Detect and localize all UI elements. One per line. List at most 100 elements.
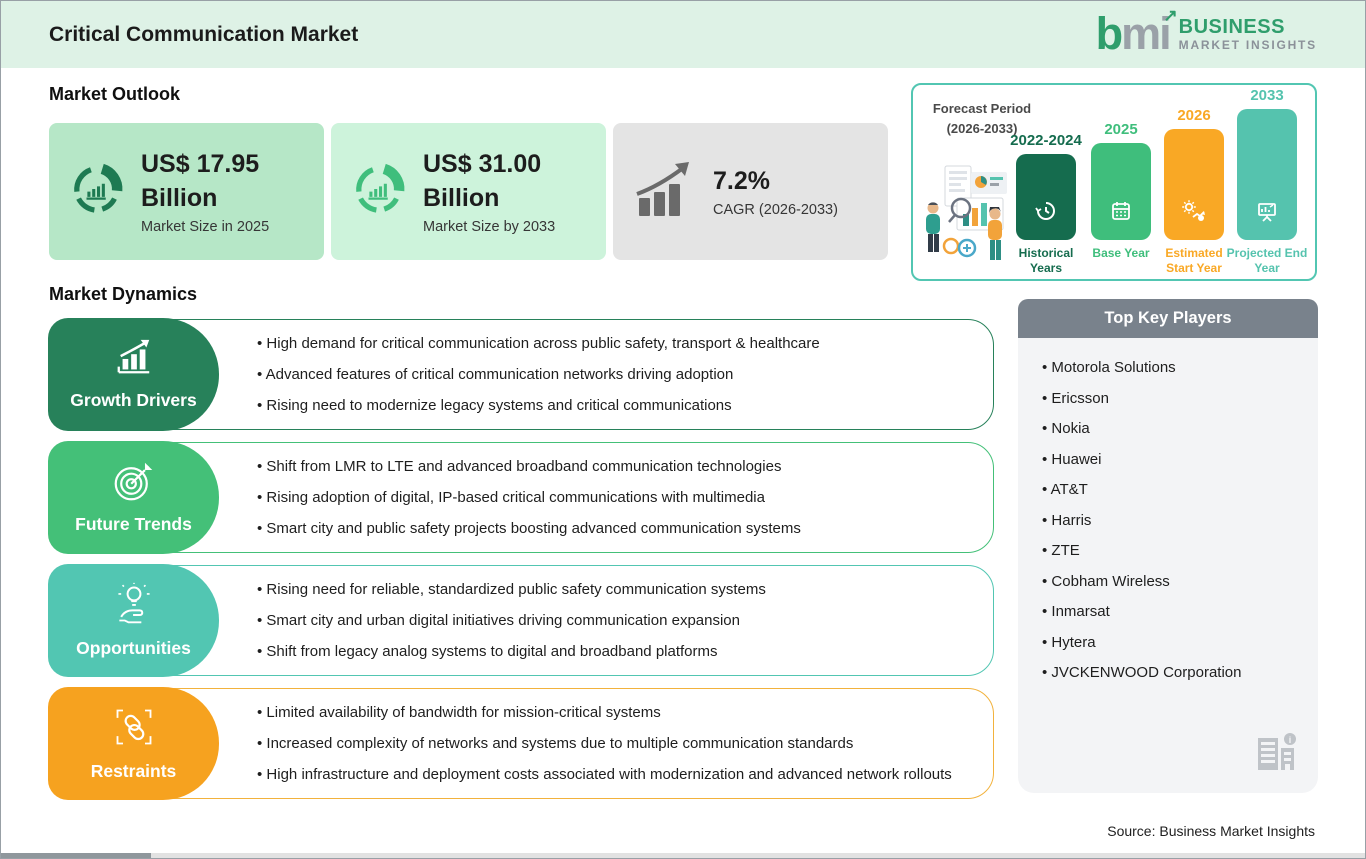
market-outlook-heading: Market Outlook	[49, 84, 181, 104]
top-key-players-panel: Top Key Players Motorola Solutions Erics…	[1018, 299, 1318, 793]
gear-trend-icon	[1181, 199, 1207, 228]
row-bullet-list: High demand for critical communication a…	[257, 320, 977, 429]
bullet-item: Rising adoption of digital, IP-based cri…	[257, 489, 977, 506]
forecast-period-panel: Forecast Period (2026-2033)	[911, 83, 1317, 281]
bullet-item: High infrastructure and deployment costs…	[257, 766, 977, 783]
list-item: Inmarsat	[1042, 603, 1318, 620]
list-item: Hytera	[1042, 634, 1318, 651]
bar-chart-arrow-icon	[111, 338, 157, 383]
bar-year-label: 2033	[1250, 87, 1284, 104]
stat-caption: Market Size by 2033	[423, 218, 556, 235]
scrollbar-thumb[interactable]	[1, 853, 151, 858]
forecast-period-title: Forecast Period (2026-2033)	[923, 99, 1041, 139]
list-item: JVCKENWOOD Corporation	[1042, 664, 1318, 681]
stat-value: US$ 31.00	[423, 150, 542, 179]
brand-logo: bmi ↗ BUSINESS MARKET INSIGHTS	[1095, 6, 1317, 60]
presentation-chart-icon	[1255, 199, 1279, 228]
dynamics-row-restraints: Restraints Limited availability of bandw…	[48, 687, 994, 800]
stat-card-text: US$ 17.95 Billion Market Size in 2025	[141, 148, 269, 235]
growth-drivers-label: Growth Drivers	[48, 318, 219, 431]
market-dynamics-heading: Market Dynamics	[49, 284, 198, 304]
bar-caption: Historical Years	[1018, 246, 1074, 275]
bullet-item: Smart city and urban digital initiatives…	[257, 612, 977, 629]
stat-value: US$ 17.95	[141, 150, 260, 179]
stat-unit: Billion	[423, 184, 500, 212]
row-bullet-list: Shift from LMR to LTE and advanced broad…	[257, 443, 977, 552]
future-trends-label: Future Trends	[48, 441, 219, 554]
stat-caption: Market Size in 2025	[141, 218, 270, 235]
forecast-title-line1: Forecast Period	[932, 101, 1032, 116]
list-item: Motorola Solutions	[1042, 359, 1318, 376]
svg-text:i: i	[1289, 735, 1292, 745]
forecast-bar-base: 2025 Base Year	[1091, 121, 1151, 260]
top-key-players-body: Motorola Solutions Ericsson Nokia Huawei…	[1018, 338, 1318, 793]
bar-year-label: 2025	[1104, 121, 1138, 138]
row-bullet-list: Rising need for reliable, standardized p…	[257, 566, 977, 675]
forecast-bar-historical: 2022-2024 Historical Years	[1010, 132, 1082, 275]
bullet-item: Rising need to modernize legacy systems …	[257, 397, 977, 414]
growth-arrow-bars-icon	[633, 160, 697, 223]
donut-chart-icon	[69, 161, 125, 222]
stat-card-2025: US$ 17.95 Billion Market Size in 2025	[49, 123, 324, 260]
top-key-players-heading: Top Key Players	[1018, 299, 1318, 338]
list-item: Ericsson	[1042, 390, 1318, 407]
bullet-item: Advanced features of critical communicat…	[257, 366, 977, 383]
row-label-text: Opportunities	[76, 638, 191, 658]
bullet-item: High demand for critical communication a…	[257, 335, 977, 352]
row-bullet-list: Limited availability of bandwidth for mi…	[257, 689, 977, 798]
logo-arrow-icon: ↗	[1163, 6, 1178, 26]
header-bar: Critical Communication Market bmi ↗ BUSIN…	[1, 1, 1365, 68]
logo-wordmark: BUSINESS MARKET INSIGHTS	[1179, 17, 1317, 52]
horizontal-scrollbar[interactable]	[1, 853, 1365, 858]
target-dart-icon	[112, 460, 156, 507]
building-info-icon: i	[1250, 726, 1300, 781]
dynamics-row-future-trends: Future Trends Shift from LMR to LTE and …	[48, 441, 994, 554]
row-label-text: Restraints	[90, 761, 177, 781]
stat-unit: Billion	[141, 184, 218, 212]
logo-line2: MARKET INSIGHTS	[1178, 37, 1317, 52]
bar-caption: Base Year	[1092, 246, 1150, 260]
bullet-item: Increased complexity of networks and sys…	[257, 735, 977, 752]
bullet-item: Rising need for reliable, standardized p…	[257, 581, 977, 598]
bar-year-label: 2026	[1177, 107, 1211, 124]
donut-chart-icon	[351, 161, 407, 222]
bullet-item: Smart city and public safety projects bo…	[257, 520, 977, 537]
stat-card-text: 7.2% CAGR (2026-2033)	[713, 165, 838, 218]
dynamics-row-growth-drivers: Growth Drivers High demand for critical …	[48, 318, 994, 431]
row-label-text: Future Trends	[75, 514, 192, 534]
row-label-text: Growth Drivers	[70, 390, 197, 410]
source-credit: Source: Business Market Insights	[1107, 823, 1315, 839]
stat-card-2033: US$ 31.00 Billion Market Size by 2033	[331, 123, 606, 260]
dynamics-row-opportunities: Opportunities Rising need for reliable, …	[48, 564, 994, 677]
stat-card-cagr: 7.2% CAGR (2026-2033)	[613, 123, 888, 260]
bar-caption: Projected End Year	[1226, 246, 1308, 275]
bar-caption: Estimated Start Year	[1165, 246, 1223, 275]
bar-year-label: 2022-2024	[1010, 132, 1082, 149]
list-item: Cobham Wireless	[1042, 573, 1318, 590]
forecast-bar-estimated: 2026 Estimated Start Year	[1164, 107, 1224, 275]
history-clock-icon	[1034, 199, 1058, 228]
analysts-illustration	[919, 158, 1021, 273]
chain-link-icon	[112, 705, 156, 754]
forecast-bar-projected: 2033 Projected End Year	[1227, 87, 1308, 275]
hand-lightbulb-icon	[112, 582, 156, 631]
stat-caption: CAGR (2026-2033)	[713, 201, 838, 218]
list-item: Nokia	[1042, 420, 1318, 437]
list-item: Harris	[1042, 512, 1318, 529]
restraints-label: Restraints	[48, 687, 219, 800]
stat-value: 7.2%	[713, 167, 770, 196]
forecast-title-line2: (2026-2033)	[946, 121, 1018, 137]
bullet-item: Shift from legacy analog systems to digi…	[257, 643, 977, 660]
key-players-list: Motorola Solutions Ericsson Nokia Huawei…	[1042, 359, 1318, 681]
stat-card-text: US$ 31.00 Billion Market Size by 2033	[423, 148, 555, 235]
bullet-item: Limited availability of bandwidth for mi…	[257, 704, 977, 721]
page-title: Critical Communication Market	[49, 22, 359, 46]
calendar-icon	[1109, 199, 1133, 228]
bullet-item: Shift from LMR to LTE and advanced broad…	[257, 458, 977, 475]
list-item: AT&T	[1042, 481, 1318, 498]
list-item: ZTE	[1042, 542, 1318, 559]
list-item: Huawei	[1042, 451, 1318, 468]
logo-line1: BUSINESS	[1178, 16, 1285, 39]
bmi-logo-mark: bmi ↗	[1095, 6, 1178, 60]
